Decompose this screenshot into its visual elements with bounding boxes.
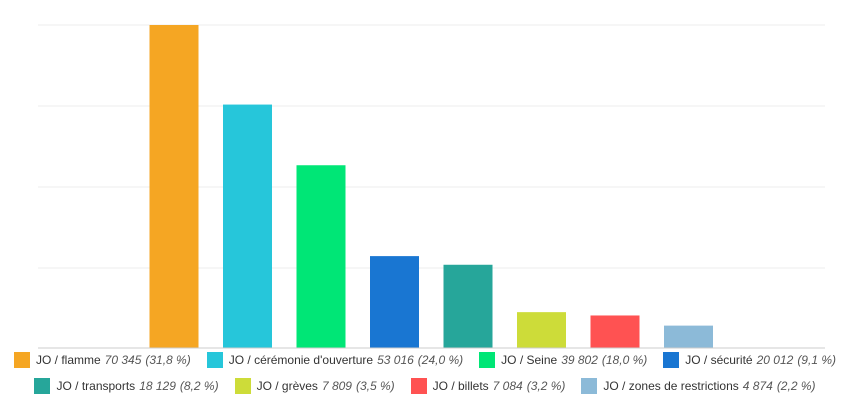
legend-row-1: JO / flamme 70 345 (31,8 %) JO / cérémon… (0, 352, 850, 368)
legend-label: JO / cérémonie d'ouverture (228, 353, 374, 367)
legend-swatch (206, 352, 223, 368)
legend-label: JO / zones de restrictions (603, 379, 739, 393)
bar[interactable] (664, 325, 713, 348)
legend-label: JO / grèves (256, 379, 318, 393)
legend-item-greves[interactable]: JO / grèves 7 809 (3,5 %) (234, 378, 395, 394)
legend-value: 70 345 (104, 353, 142, 367)
bar[interactable] (149, 25, 199, 348)
legend-item-transports[interactable]: JO / transports 18 129 (8,2 %) (34, 378, 219, 394)
bar-chart (38, 24, 825, 349)
legend-percent: (8,2 %) (179, 379, 219, 393)
bar[interactable] (296, 165, 346, 348)
legend-value: 7 809 (321, 379, 352, 393)
legend-swatch (581, 378, 598, 394)
legend-percent: (3,5 %) (355, 379, 395, 393)
legend-label: JO / billets (432, 379, 489, 393)
legend-item-zones[interactable]: JO / zones de restrictions 4 874 (2,2 %) (581, 378, 816, 394)
legend-item-billets[interactable]: JO / billets 7 084 (3,2 %) (410, 378, 566, 394)
bar[interactable] (443, 264, 493, 348)
legend-swatch (13, 352, 30, 368)
legend-label: JO / transports (56, 379, 136, 393)
legend-label: JO / flamme (35, 353, 101, 367)
bars (149, 25, 713, 349)
bar[interactable] (590, 315, 640, 348)
legend-value: 53 016 (377, 353, 414, 367)
legend-percent: (3,2 %) (526, 379, 566, 393)
legend-swatch (663, 352, 680, 368)
legend-value: 7 084 (492, 379, 523, 393)
legend-value: 4 874 (742, 379, 773, 393)
legend-percent: (31,8 %) (145, 353, 191, 367)
legend-swatch (234, 378, 251, 394)
legend-item-ceremonie[interactable]: JO / cérémonie d'ouverture 53 016 (24,0 … (206, 352, 464, 368)
legend-value: 20 012 (756, 353, 794, 367)
legend-value: 18 129 (139, 379, 176, 393)
bar[interactable] (370, 256, 419, 348)
legend-item-flamme[interactable]: JO / flamme 70 345 (31,8 %) (13, 352, 191, 368)
legend-row-2: JO / transports 18 129 (8,2 %) JO / grèv… (0, 378, 850, 394)
legend-item-seine[interactable]: JO / Seine 39 802 (18,0 %) (479, 352, 647, 368)
legend-label: JO / Seine (501, 353, 558, 367)
legend-value: 39 802 (561, 353, 598, 367)
legend-percent: (2,2 %) (776, 379, 816, 393)
legend-percent: (18,0 %) (601, 353, 648, 367)
legend-swatch (410, 378, 427, 394)
legend-label: JO / sécurité (685, 353, 753, 367)
legend-item-securite[interactable]: JO / sécurité 20 012 (9,1 %) (663, 352, 836, 368)
legend-percent: (24,0 %) (417, 353, 464, 367)
bar[interactable] (223, 104, 272, 349)
legend-percent: (9,1 %) (797, 353, 836, 367)
legend-swatch (479, 352, 496, 368)
legend-swatch (34, 378, 51, 394)
bar[interactable] (517, 312, 566, 348)
